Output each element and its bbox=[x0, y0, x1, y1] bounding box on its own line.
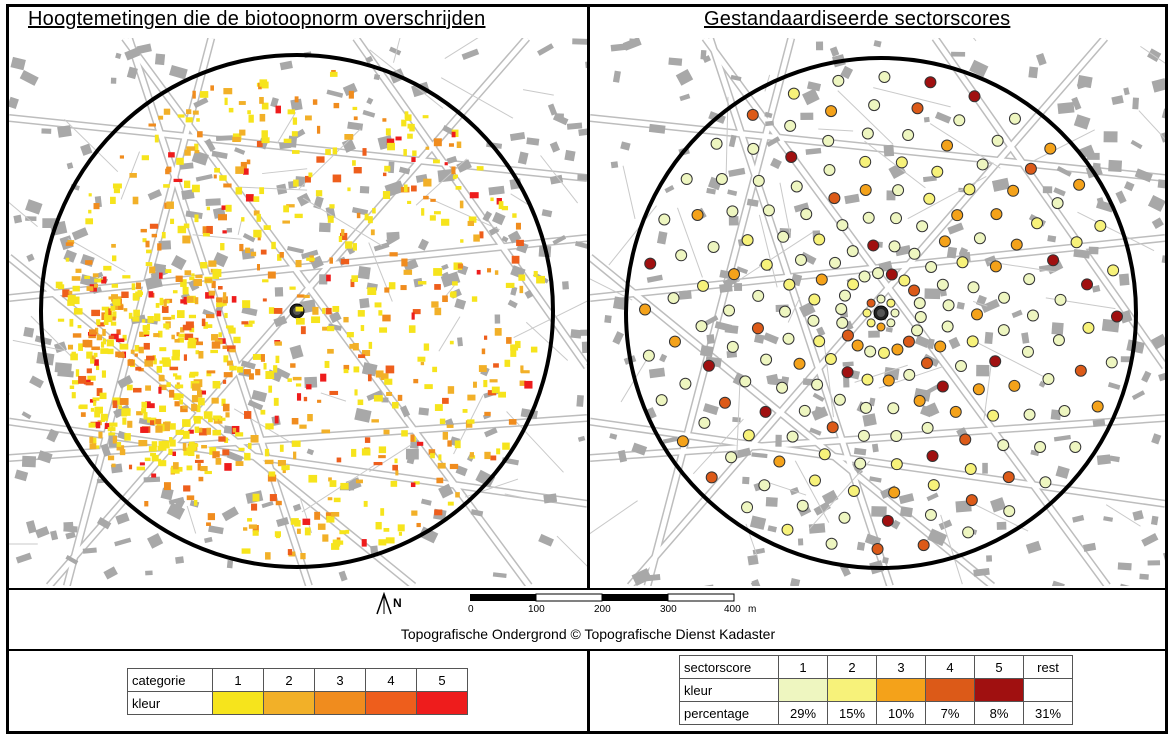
sector-percentage: 7% bbox=[925, 701, 975, 725]
sector-swatch bbox=[925, 678, 975, 702]
sector-swatch bbox=[827, 678, 877, 702]
sector-swatch bbox=[1023, 678, 1073, 702]
left-map-svg bbox=[9, 38, 587, 586]
sector-percentage: 8% bbox=[974, 701, 1024, 725]
sector-score-label: 4 bbox=[925, 655, 975, 679]
sector-percentage: 10% bbox=[876, 701, 926, 725]
sector-legend: sectorscore 1 2 3 4 5 rest kleur percent… bbox=[679, 655, 1073, 725]
sector-color-label: kleur bbox=[679, 678, 779, 702]
sector-header-label: sectorscore bbox=[679, 655, 779, 679]
map-credit: Topografische Ondergrond © Topografische… bbox=[400, 626, 776, 642]
right-map-title: Gestandaardiseerde sectorscores bbox=[704, 8, 1011, 30]
scale-tick-200: 200 bbox=[594, 604, 611, 615]
category-legend: categorie 1 2 3 4 5 kleur bbox=[127, 668, 468, 715]
legend-divider bbox=[587, 650, 590, 734]
scale-tick-400: 400 bbox=[724, 604, 741, 615]
sector-score-label: rest bbox=[1023, 655, 1073, 679]
category-swatch bbox=[212, 691, 264, 715]
sector-percentage: 31% bbox=[1023, 701, 1073, 725]
category-label: 1 bbox=[212, 668, 264, 692]
sector-percentage-label: percentage bbox=[679, 701, 779, 725]
category-swatch bbox=[416, 691, 468, 715]
right-map[interactable] bbox=[590, 38, 1165, 586]
sector-percentage: 29% bbox=[778, 701, 828, 725]
sector-swatch bbox=[974, 678, 1024, 702]
scale-tick-300: 300 bbox=[660, 604, 677, 615]
sector-score-label: 5 bbox=[974, 655, 1024, 679]
category-label: 5 bbox=[416, 668, 468, 692]
radius-circle bbox=[624, 56, 1138, 570]
measurement-points bbox=[55, 69, 546, 560]
sector-percentage: 15% bbox=[827, 701, 877, 725]
north-label: N bbox=[393, 596, 402, 610]
scale-unit: m bbox=[748, 604, 757, 615]
north-arrow-icon bbox=[376, 592, 392, 615]
maps-bottom-rule bbox=[6, 588, 1168, 590]
radius-circle bbox=[39, 53, 555, 569]
legend-header-label: categorie bbox=[127, 668, 213, 692]
scale-bar bbox=[470, 593, 735, 602]
category-swatch bbox=[263, 691, 315, 715]
sector-score-label: 1 bbox=[778, 655, 828, 679]
sector-swatch bbox=[778, 678, 828, 702]
sector-swatch bbox=[876, 678, 926, 702]
left-map[interactable] bbox=[9, 38, 587, 586]
category-swatch bbox=[314, 691, 366, 715]
panel-divider bbox=[587, 4, 590, 590]
left-map-title: Hoogtemetingen die de biotoopnorm oversc… bbox=[28, 8, 486, 30]
legend-color-label: kleur bbox=[127, 691, 213, 715]
scale-tick-100: 100 bbox=[528, 604, 545, 615]
category-label: 4 bbox=[365, 668, 417, 692]
category-label: 2 bbox=[263, 668, 315, 692]
category-swatch bbox=[365, 691, 417, 715]
sector-score-label: 2 bbox=[827, 655, 877, 679]
sector-score-label: 3 bbox=[876, 655, 926, 679]
right-map-svg bbox=[590, 38, 1165, 586]
sector-circles bbox=[639, 71, 1123, 555]
scale-tick-0: 0 bbox=[468, 604, 474, 615]
category-label: 3 bbox=[314, 668, 366, 692]
credit-bottom-rule bbox=[6, 649, 1168, 651]
